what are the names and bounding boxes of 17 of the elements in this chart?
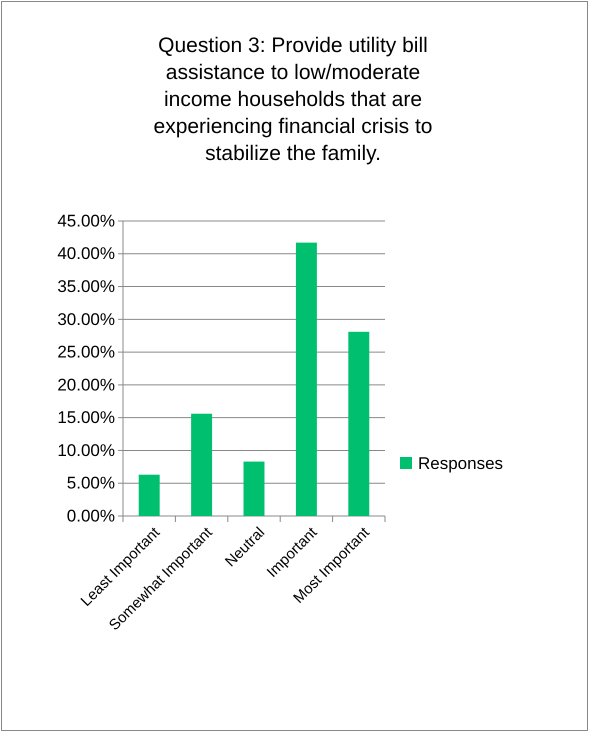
legend-label: Responses [418,454,504,473]
y-tick-label: 45.00% [57,211,115,230]
y-tick-label: 30.00% [57,310,115,329]
y-tick-label: 5.00% [66,474,115,493]
chart-title: Question 3: Provide utility bill assistance to low/moderate income households that are experiencing financial crisis to stabilize the family. [154,34,432,165]
y-tick-label: 0.00% [66,506,115,526]
bar [348,332,370,516]
bar [191,414,212,516]
y-tick-label: 15.00% [57,408,115,428]
y-tick-label: 40.00% [57,244,115,264]
y-tick-label: 25.00% [57,342,115,362]
y-tick-label: 10.00% [57,440,115,460]
bar [296,242,317,516]
y-tick-label: 20.00% [57,375,115,394]
bar [138,474,160,516]
bar [244,462,264,516]
y-tick-label: 35.00% [57,276,115,296]
